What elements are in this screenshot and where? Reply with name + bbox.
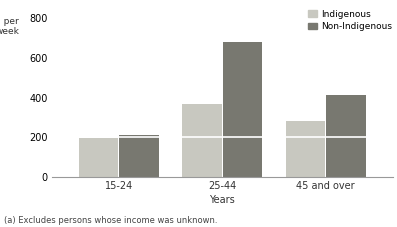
Text: $ per
week: $ per week bbox=[0, 17, 19, 36]
X-axis label: Years: Years bbox=[210, 195, 235, 205]
Bar bbox=[79, 138, 118, 177]
Legend: Indigenous, Non-Indigenous: Indigenous, Non-Indigenous bbox=[308, 10, 392, 31]
Bar bbox=[326, 95, 366, 177]
Bar bbox=[286, 121, 325, 177]
Bar bbox=[223, 42, 262, 177]
Bar bbox=[119, 135, 159, 177]
Text: (a) Excludes persons whose income was unknown.: (a) Excludes persons whose income was un… bbox=[4, 216, 218, 225]
Bar bbox=[183, 104, 222, 177]
